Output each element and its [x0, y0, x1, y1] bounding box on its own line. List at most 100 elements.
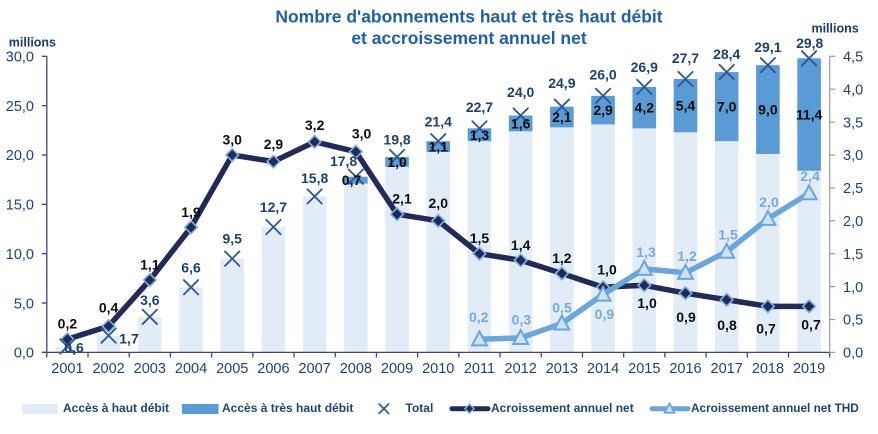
- svg-text:5,0: 5,0: [14, 296, 34, 312]
- svg-text:0,4: 0,4: [99, 300, 119, 316]
- svg-text:5,4: 5,4: [676, 98, 696, 114]
- svg-text:Accès à haut débit: Accès à haut débit: [63, 401, 169, 415]
- svg-text:3,6: 3,6: [140, 292, 160, 308]
- svg-text:11,4: 11,4: [796, 107, 823, 123]
- svg-text:15,0: 15,0: [6, 198, 34, 214]
- svg-text:3,5: 3,5: [843, 115, 863, 131]
- svg-text:7,0: 7,0: [717, 99, 737, 115]
- svg-text:29,8: 29,8: [796, 35, 823, 51]
- svg-text:2014: 2014: [587, 361, 619, 377]
- svg-text:1,1: 1,1: [140, 257, 160, 273]
- svg-text:2,0: 2,0: [843, 214, 863, 230]
- svg-text:2,0: 2,0: [429, 195, 449, 211]
- svg-text:26,0: 26,0: [589, 66, 616, 82]
- svg-text:2,1: 2,1: [552, 109, 572, 125]
- svg-text:3,0: 3,0: [222, 132, 242, 148]
- svg-text:2017: 2017: [711, 361, 743, 377]
- svg-text:2,4: 2,4: [800, 168, 820, 184]
- svg-text:0,7: 0,7: [801, 317, 821, 333]
- svg-text:1,5: 1,5: [843, 247, 863, 263]
- svg-text:1,2: 1,2: [552, 250, 572, 266]
- svg-text:0,9: 0,9: [676, 309, 696, 325]
- svg-text:26,9: 26,9: [631, 59, 658, 75]
- svg-text:2004: 2004: [175, 361, 207, 377]
- svg-text:0,7: 0,7: [756, 321, 776, 337]
- svg-text:6,6: 6,6: [181, 259, 201, 275]
- svg-text:2002: 2002: [92, 361, 124, 377]
- svg-text:et accroissement annuel net: et accroissement annuel net: [351, 28, 587, 48]
- svg-text:4,2: 4,2: [635, 100, 655, 116]
- svg-text:1,0: 1,0: [597, 262, 617, 278]
- svg-text:0,3: 0,3: [512, 311, 532, 327]
- svg-text:0,9: 0,9: [595, 306, 615, 322]
- svg-text:2019: 2019: [793, 361, 825, 377]
- svg-text:3,0: 3,0: [352, 126, 372, 142]
- svg-text:10,0: 10,0: [6, 247, 34, 263]
- svg-text:2,0: 2,0: [759, 194, 779, 210]
- svg-text:2008: 2008: [340, 361, 372, 377]
- svg-text:12,7: 12,7: [260, 199, 287, 215]
- svg-text:0,0: 0,0: [843, 346, 863, 362]
- svg-text:21,4: 21,4: [425, 113, 452, 129]
- svg-text:2,5: 2,5: [843, 181, 863, 197]
- svg-text:Accès à très haut débit: Accès à très haut débit: [222, 401, 353, 415]
- svg-text:9,5: 9,5: [222, 230, 242, 246]
- svg-text:0,0: 0,0: [14, 346, 34, 362]
- svg-text:17,8: 17,8: [330, 153, 357, 169]
- svg-text:millions: millions: [811, 22, 858, 36]
- svg-text:28,4: 28,4: [713, 46, 740, 62]
- svg-text:0,2: 0,2: [58, 316, 78, 332]
- svg-text:1,9: 1,9: [181, 204, 201, 220]
- svg-text:millions: millions: [9, 35, 56, 49]
- svg-text:Total: Total: [406, 401, 434, 415]
- svg-text:0,7: 0,7: [342, 172, 362, 188]
- svg-text:Nombre d'abonnements haut et t: Nombre d'abonnements haut et très haut d…: [275, 7, 662, 27]
- svg-text:2010: 2010: [422, 361, 454, 377]
- svg-text:0,6: 0,6: [64, 340, 84, 356]
- svg-text:1,6: 1,6: [511, 115, 531, 131]
- svg-text:30,0: 30,0: [6, 50, 34, 66]
- svg-text:2005: 2005: [216, 361, 248, 377]
- svg-text:22,7: 22,7: [466, 99, 493, 115]
- svg-text:1,0: 1,0: [387, 154, 407, 170]
- svg-text:0,5: 0,5: [843, 313, 863, 329]
- svg-text:2016: 2016: [669, 361, 701, 377]
- svg-text:9,0: 9,0: [758, 102, 778, 118]
- svg-text:2006: 2006: [257, 361, 289, 377]
- svg-text:1,7: 1,7: [119, 331, 139, 347]
- svg-text:2012: 2012: [505, 361, 537, 377]
- svg-text:1,5: 1,5: [718, 227, 738, 243]
- svg-text:2001: 2001: [51, 361, 83, 377]
- svg-text:2018: 2018: [752, 361, 784, 377]
- svg-text:0,5: 0,5: [552, 300, 572, 316]
- svg-text:2003: 2003: [134, 361, 166, 377]
- svg-text:2,9: 2,9: [593, 102, 613, 118]
- svg-text:1,3: 1,3: [636, 244, 656, 260]
- svg-text:1,0: 1,0: [637, 295, 657, 311]
- svg-text:15,8: 15,8: [301, 170, 328, 186]
- svg-text:Acroissement annuel net: Acroissement annuel net: [491, 401, 634, 415]
- svg-text:Acroissement annuel net THD: Acroissement annuel net THD: [691, 401, 859, 415]
- svg-text:2009: 2009: [381, 361, 413, 377]
- svg-text:3,2: 3,2: [305, 117, 325, 133]
- svg-text:4,5: 4,5: [843, 50, 863, 66]
- svg-text:25,0: 25,0: [6, 99, 34, 115]
- svg-text:2007: 2007: [298, 361, 330, 377]
- svg-text:24,0: 24,0: [507, 84, 534, 100]
- svg-text:1,5: 1,5: [470, 230, 490, 246]
- svg-text:1,4: 1,4: [511, 237, 531, 253]
- svg-text:2015: 2015: [628, 361, 660, 377]
- svg-text:0,2: 0,2: [469, 309, 489, 325]
- svg-text:1,3: 1,3: [470, 127, 490, 143]
- svg-text:29,1: 29,1: [754, 39, 781, 55]
- svg-text:2,1: 2,1: [392, 191, 412, 207]
- svg-text:1,1: 1,1: [429, 139, 449, 155]
- svg-text:4,0: 4,0: [843, 82, 863, 98]
- svg-text:19,8: 19,8: [383, 132, 410, 148]
- svg-text:3,0: 3,0: [843, 148, 863, 164]
- svg-text:2011: 2011: [464, 361, 495, 377]
- svg-text:27,7: 27,7: [672, 50, 699, 66]
- svg-text:1,2: 1,2: [677, 248, 697, 264]
- svg-text:1,0: 1,0: [843, 280, 863, 296]
- svg-text:2,9: 2,9: [264, 136, 284, 152]
